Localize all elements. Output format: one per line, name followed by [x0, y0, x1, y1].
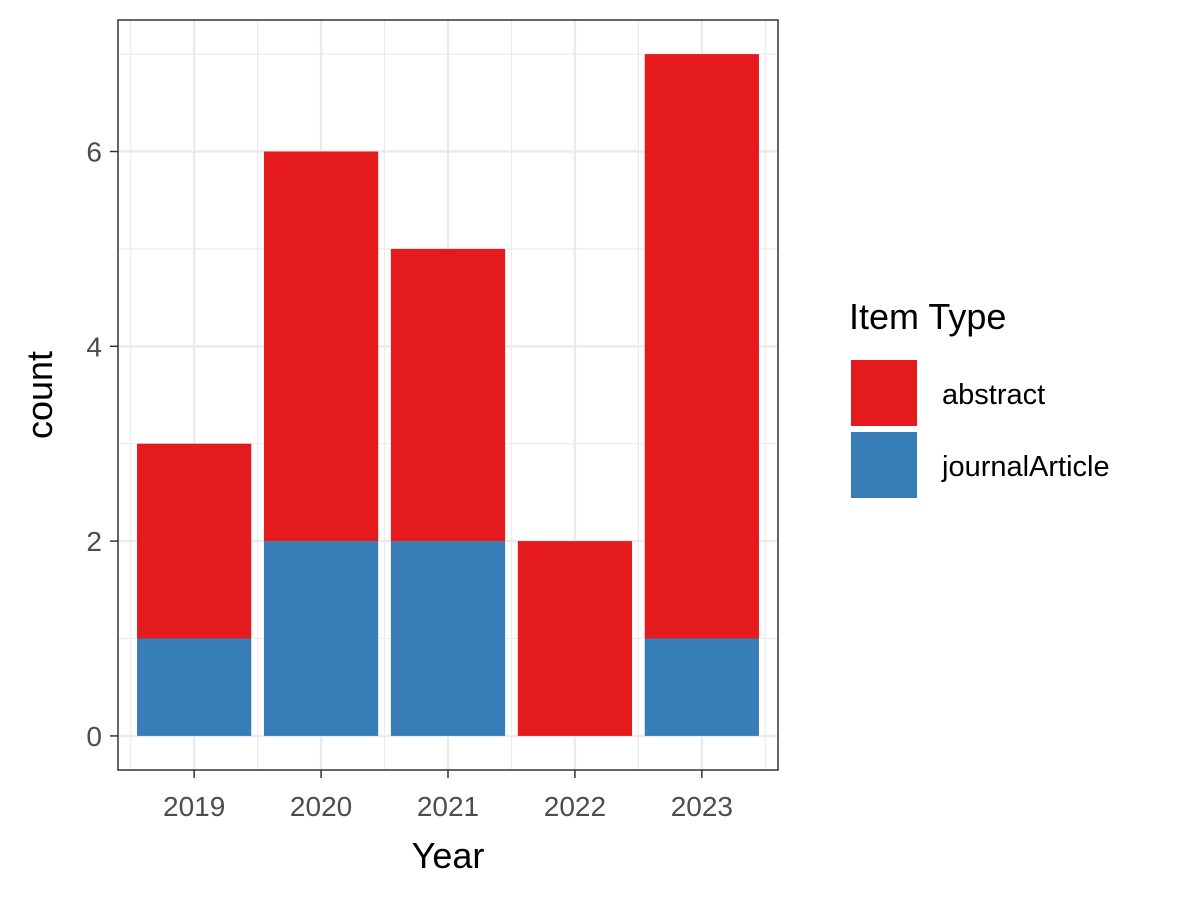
bar-abstract-2022	[517, 541, 633, 736]
legend-label-abstract: abstract	[942, 379, 1045, 411]
y-tick-label: 2	[86, 526, 102, 557]
bar-journalArticle-2020	[263, 541, 379, 736]
x-axis-title: Year	[412, 835, 485, 876]
y-axis-title: count	[19, 351, 60, 439]
y-tick-label: 6	[86, 136, 102, 167]
legend-key-journalArticle	[851, 432, 917, 498]
axes: 0 2 4 6 2019 2020 2021 2022 2023	[86, 136, 733, 822]
legend-label-journalArticle: journalArticle	[941, 451, 1110, 483]
x-tick-label: 2021	[417, 791, 479, 822]
bar-abstract-2019	[137, 443, 252, 639]
x-tick-label: 2020	[290, 791, 352, 822]
bar-abstract-2023	[644, 54, 759, 639]
y-tick-label: 4	[86, 331, 102, 362]
legend-key-abstract	[851, 360, 917, 426]
legend: Item Type abstract journalArticle	[849, 296, 1110, 498]
x-tick-label: 2022	[544, 791, 606, 822]
bar-journalArticle-2021	[390, 541, 506, 736]
bars	[137, 54, 759, 736]
y-tick-label: 0	[86, 721, 102, 752]
bar-journalArticle-2023	[644, 638, 759, 736]
legend-entries: abstract journalArticle	[851, 360, 1110, 498]
bar-abstract-2020	[263, 151, 379, 542]
x-tick-label: 2019	[163, 791, 225, 822]
x-tick-label: 2023	[671, 791, 733, 822]
legend-title: Item Type	[849, 296, 1006, 337]
bar-journalArticle-2019	[137, 638, 252, 736]
bar-abstract-2021	[390, 248, 506, 542]
